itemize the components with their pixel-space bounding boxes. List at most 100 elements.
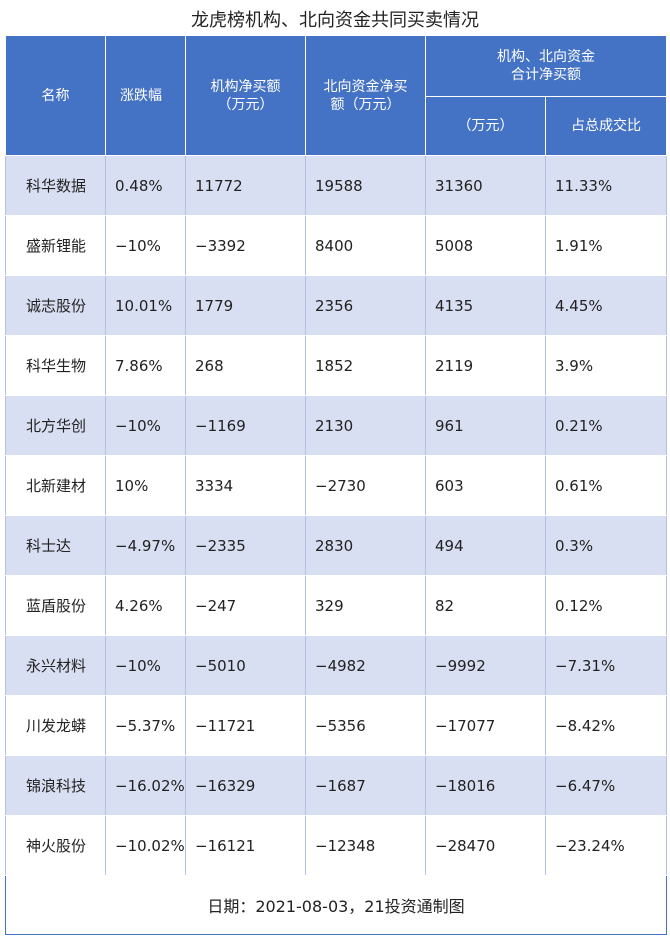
header-institution-line2: （万元） xyxy=(217,96,274,113)
cell-change-pct: −10.02% xyxy=(105,815,186,876)
cell-institution-net-buy: −3392 xyxy=(185,215,306,276)
cell-stock-name: 川发龙蟒 xyxy=(5,695,106,756)
cell-institution-net-buy: −16121 xyxy=(185,815,306,876)
cell-change-pct: −5.37% xyxy=(105,695,186,756)
cell-change-pct: 10.01% xyxy=(105,275,186,336)
cell-institution-net-buy: −247 xyxy=(185,575,306,636)
header-institution-line1: 机构净买额 xyxy=(210,78,281,95)
cell-share-of-turnover: −7.31% xyxy=(545,635,667,696)
cell-combined-net-buy: −28470 xyxy=(425,815,546,876)
table-row: 锦浪科技 −16.02% −16329 −1687 −18016 −6.47% xyxy=(5,755,667,816)
cell-share-of-turnover: −8.42% xyxy=(545,695,667,756)
cell-northbound-net-buy: 19588 xyxy=(305,155,426,216)
cell-stock-name: 锦浪科技 xyxy=(5,755,106,816)
cell-northbound-net-buy: −12348 xyxy=(305,815,426,876)
cell-share-of-turnover: 0.3% xyxy=(545,515,667,576)
table-row: 科士达 −4.97% −2335 2830 494 0.3% xyxy=(5,515,667,576)
cell-share-of-turnover: 4.45% xyxy=(545,275,667,336)
cell-institution-net-buy: 3334 xyxy=(185,455,306,516)
cell-change-pct: −4.97% xyxy=(105,515,186,576)
header-northbound-net-buy: 北向资金净买 额（万元） xyxy=(305,35,426,156)
cell-stock-name: 科华数据 xyxy=(5,155,106,216)
page-title: 龙虎榜机构、北向资金共同买卖情况 xyxy=(191,10,479,31)
cell-change-pct: 4.26% xyxy=(105,575,186,636)
cell-combined-net-buy: −18016 xyxy=(425,755,546,816)
cell-combined-net-buy: 494 xyxy=(425,515,546,576)
cell-institution-net-buy: −2335 xyxy=(185,515,306,576)
cell-share-of-turnover: −6.47% xyxy=(545,755,667,816)
cell-institution-net-buy: −16329 xyxy=(185,755,306,816)
cell-stock-name: 盛新锂能 xyxy=(5,215,106,276)
cell-change-pct: −16.02% xyxy=(105,755,186,816)
table-row: 北新建材 10% 3334 −2730 603 0.61% xyxy=(5,455,667,516)
cell-stock-name: 神火股份 xyxy=(5,815,106,876)
cell-northbound-net-buy: 329 xyxy=(305,575,426,636)
cell-stock-name: 北新建材 xyxy=(5,455,106,516)
cell-share-of-turnover: 0.61% xyxy=(545,455,667,516)
header-share-of-turnover: 占总成交比 xyxy=(545,96,667,156)
cell-stock-name: 科士达 xyxy=(5,515,106,576)
header-northbound-line2: 额（万元） xyxy=(330,96,401,113)
cell-northbound-net-buy: 1852 xyxy=(305,335,426,396)
table-row: 神火股份 −10.02% −16121 −12348 −28470 −23.24% xyxy=(5,815,667,876)
cell-combined-net-buy: 5008 xyxy=(425,215,546,276)
cell-share-of-turnover: 3.9% xyxy=(545,335,667,396)
cell-change-pct: 7.86% xyxy=(105,335,186,396)
cell-northbound-net-buy: −5356 xyxy=(305,695,426,756)
cell-northbound-net-buy: 2356 xyxy=(305,275,426,336)
cell-combined-net-buy: −9992 xyxy=(425,635,546,696)
cell-share-of-turnover: 0.12% xyxy=(545,575,667,636)
cell-share-of-turnover: 1.91% xyxy=(545,215,667,276)
cell-combined-net-buy: 4135 xyxy=(425,275,546,336)
table-row: 科华生物 7.86% 268 1852 2119 3.9% xyxy=(5,335,667,396)
cell-stock-name: 北方华创 xyxy=(5,395,106,456)
cell-northbound-net-buy: 2130 xyxy=(305,395,426,456)
cell-northbound-net-buy: 8400 xyxy=(305,215,426,276)
cell-change-pct: −10% xyxy=(105,395,186,456)
cell-change-pct: 10% xyxy=(105,455,186,516)
cell-stock-name: 诚志股份 xyxy=(5,275,106,336)
header-combined-unit: （万元） xyxy=(425,96,546,156)
cell-institution-net-buy: 11772 xyxy=(185,155,306,216)
cell-share-of-turnover: −23.24% xyxy=(545,815,667,876)
cell-combined-net-buy: 2119 xyxy=(425,335,546,396)
cell-northbound-net-buy: −2730 xyxy=(305,455,426,516)
cell-northbound-net-buy: 2830 xyxy=(305,515,426,576)
cell-institution-net-buy: 268 xyxy=(185,335,306,396)
header-institution-net-buy: 机构净买额 （万元） xyxy=(185,35,306,156)
cell-combined-net-buy: 961 xyxy=(425,395,546,456)
table-row: 北方华创 −10% −1169 2130 961 0.21% xyxy=(5,395,667,456)
footer-note: 日期：2021-08-03，21投资通制图 xyxy=(5,875,667,935)
cell-institution-net-buy: −1169 xyxy=(185,395,306,456)
table-row: 川发龙蟒 −5.37% −11721 −5356 −17077 −8.42% xyxy=(5,695,667,756)
table-row: 科华数据 0.48% 11772 19588 31360 11.33% xyxy=(5,155,667,216)
cell-combined-net-buy: 603 xyxy=(425,455,546,516)
header-combined-group: 机构、北向资金 合计净买额 xyxy=(425,35,667,97)
table-row: 蓝盾股份 4.26% −247 329 82 0.12% xyxy=(5,575,667,636)
header-change: 涨跌幅 xyxy=(105,35,186,156)
cell-change-pct: 0.48% xyxy=(105,155,186,216)
header-combined-line2: 合计净买额 xyxy=(511,67,581,83)
table-row: 盛新锂能 −10% −3392 8400 5008 1.91% xyxy=(5,215,667,276)
table-row: 永兴材料 −10% −5010 −4982 −9992 −7.31% xyxy=(5,635,667,696)
header-name: 名称 xyxy=(5,35,106,156)
cell-stock-name: 蓝盾股份 xyxy=(5,575,106,636)
data-table: 名称 涨跌幅 机构净买额 （万元） 北向资金净买 额（万元） 机构、北向资金 合… xyxy=(5,35,667,935)
cell-institution-net-buy: −11721 xyxy=(185,695,306,756)
header-northbound-line1: 北向资金净买 xyxy=(323,78,408,95)
cell-share-of-turnover: 0.21% xyxy=(545,395,667,456)
cell-change-pct: −10% xyxy=(105,635,186,696)
cell-stock-name: 科华生物 xyxy=(5,335,106,396)
cell-change-pct: −10% xyxy=(105,215,186,276)
header-combined-line1: 机构、北向资金 xyxy=(497,49,595,65)
cell-share-of-turnover: 11.33% xyxy=(545,155,667,216)
table-row: 诚志股份 10.01% 1779 2356 4135 4.45% xyxy=(5,275,667,336)
cell-institution-net-buy: −5010 xyxy=(185,635,306,696)
cell-combined-net-buy: 31360 xyxy=(425,155,546,216)
cell-institution-net-buy: 1779 xyxy=(185,275,306,336)
cell-northbound-net-buy: −1687 xyxy=(305,755,426,816)
cell-combined-net-buy: −17077 xyxy=(425,695,546,756)
cell-combined-net-buy: 82 xyxy=(425,575,546,636)
cell-northbound-net-buy: −4982 xyxy=(305,635,426,696)
cell-stock-name: 永兴材料 xyxy=(5,635,106,696)
